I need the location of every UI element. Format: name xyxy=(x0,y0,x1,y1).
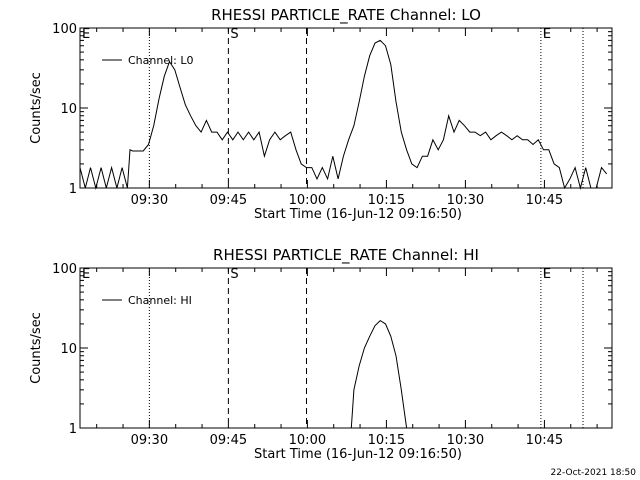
x-tick-label: 10:45 xyxy=(526,193,563,208)
series-line xyxy=(350,319,408,429)
x-tick-label: 10:45 xyxy=(526,433,563,448)
x-axis-label: Start Time (16-Jun-12 09:16:50) xyxy=(254,447,462,462)
footer-timestamp: 22-Oct-2021 18:50 xyxy=(551,468,637,478)
series-line xyxy=(79,39,608,190)
event-marker-label: E xyxy=(82,267,90,282)
chart-title: RHESSI PARTICLE_RATE Channel: LO xyxy=(211,6,481,25)
event-marker-label: S xyxy=(230,267,238,282)
x-tick-label: 10:30 xyxy=(447,193,484,208)
y-tick-label: 1 xyxy=(69,182,77,197)
x-tick-label: 10:15 xyxy=(368,433,405,448)
x-tick-label: 10:00 xyxy=(289,193,326,208)
x-tick-label: 09:30 xyxy=(131,433,168,448)
x-tick-label: 09:45 xyxy=(210,193,247,208)
y-tick-label: 100 xyxy=(52,262,77,277)
y-tick-label: 1 xyxy=(69,422,77,437)
event-marker-label: S xyxy=(230,27,238,42)
legend-label: Channel: L0 xyxy=(128,54,194,67)
y-tick-label: 10 xyxy=(60,342,77,357)
plot-frame xyxy=(79,267,613,429)
event-marker-label: E xyxy=(543,27,551,42)
y-tick-label: 10 xyxy=(60,102,77,117)
y-axis-label: Counts/sec xyxy=(29,72,44,144)
plot-frame xyxy=(79,27,613,189)
y-tick-label: 100 xyxy=(52,22,77,37)
x-tick-label: 10:00 xyxy=(289,433,326,448)
event-marker-label: E xyxy=(543,267,551,282)
legend-label: Channel: HI xyxy=(128,294,192,307)
chart-title: RHESSI PARTICLE_RATE Channel: HI xyxy=(213,246,479,265)
x-tick-label: 10:30 xyxy=(447,433,484,448)
x-tick-label: 09:30 xyxy=(131,193,168,208)
x-tick-label: 09:45 xyxy=(210,433,247,448)
y-axis-label: Counts/sec xyxy=(29,312,44,384)
event-marker-label: E xyxy=(82,27,90,42)
x-tick-label: 10:15 xyxy=(368,193,405,208)
x-axis-label: Start Time (16-Jun-12 09:16:50) xyxy=(254,207,462,222)
